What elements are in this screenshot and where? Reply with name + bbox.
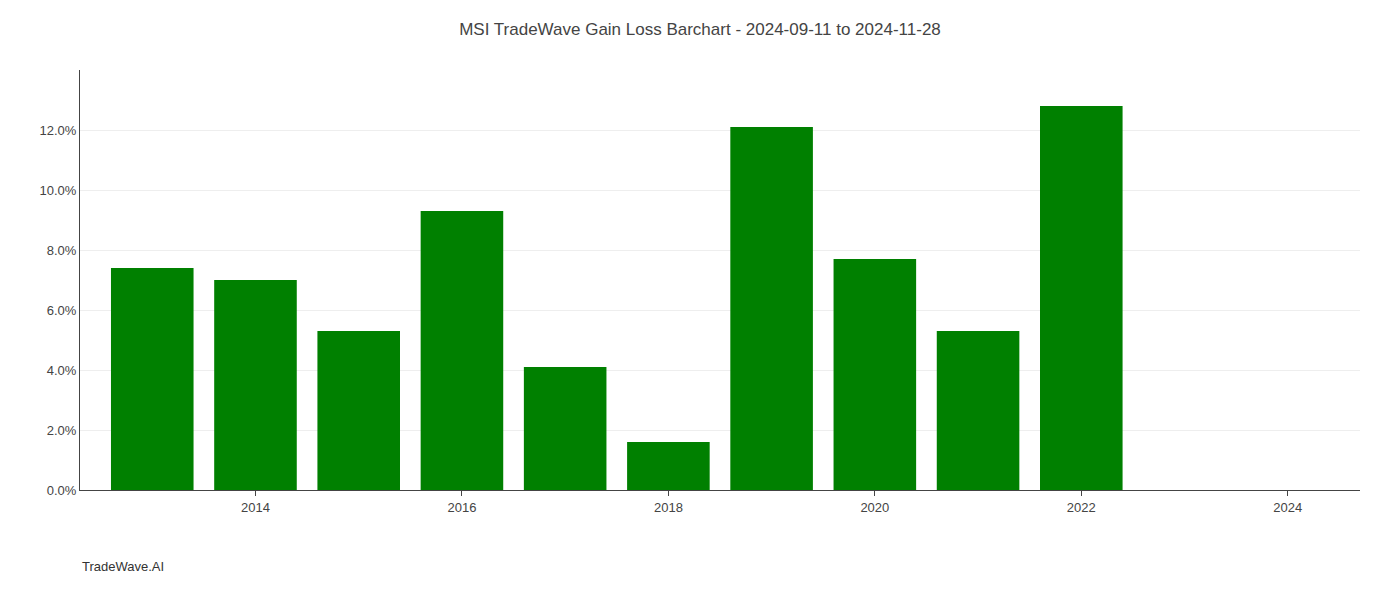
svg-text:6.0%: 6.0% bbox=[47, 303, 77, 318]
svg-text:2016: 2016 bbox=[447, 500, 476, 515]
svg-text:8.0%: 8.0% bbox=[47, 243, 77, 258]
svg-text:TradeWave.AI: TradeWave.AI bbox=[82, 559, 164, 574]
svg-text:2020: 2020 bbox=[860, 500, 889, 515]
svg-text:12.0%: 12.0% bbox=[40, 123, 77, 138]
svg-text:MSI TradeWave Gain Loss Barcha: MSI TradeWave Gain Loss Barchart - 2024-… bbox=[459, 20, 941, 39]
svg-text:10.0%: 10.0% bbox=[40, 183, 77, 198]
svg-text:2.0%: 2.0% bbox=[47, 423, 77, 438]
svg-text:0.0%: 0.0% bbox=[47, 483, 77, 498]
svg-text:2022: 2022 bbox=[1067, 500, 1096, 515]
svg-text:2018: 2018 bbox=[654, 500, 683, 515]
svg-text:4.0%: 4.0% bbox=[47, 363, 77, 378]
svg-text:2014: 2014 bbox=[241, 500, 270, 515]
svg-text:2024: 2024 bbox=[1273, 500, 1302, 515]
